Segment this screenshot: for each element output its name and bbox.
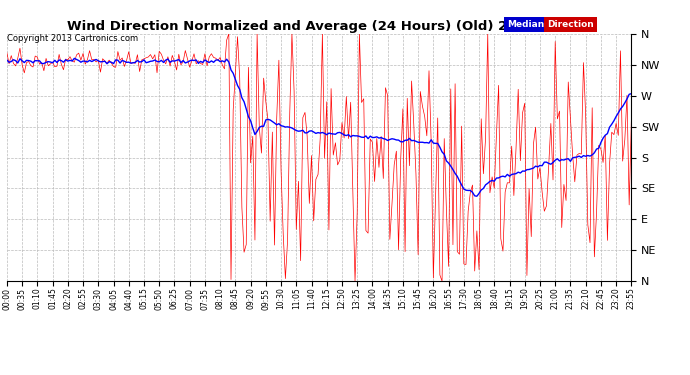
Title: Wind Direction Normalized and Average (24 Hours) (Old) 20130206: Wind Direction Normalized and Average (2… bbox=[67, 20, 571, 33]
Text: Copyright 2013 Cartronics.com: Copyright 2013 Cartronics.com bbox=[7, 34, 138, 43]
Text: Median: Median bbox=[507, 20, 544, 29]
Text: Direction: Direction bbox=[547, 20, 594, 29]
